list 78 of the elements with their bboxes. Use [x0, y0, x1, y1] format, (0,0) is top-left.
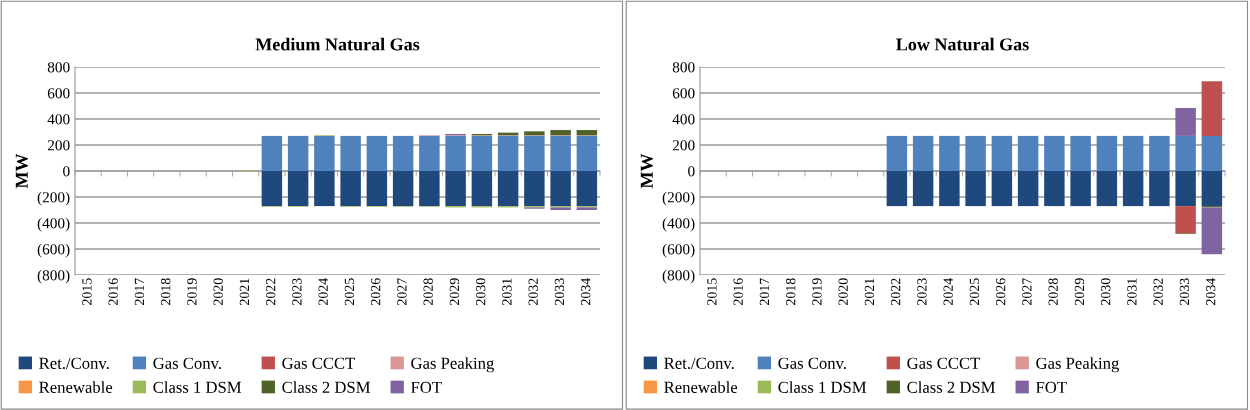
y-tick-label: (800)	[662, 269, 695, 284]
x-tick-label: 2029	[449, 278, 460, 305]
y-tick-label: (800)	[37, 269, 70, 284]
x-tick-label: 2019	[187, 278, 197, 305]
x-tick-label: 2034	[580, 277, 591, 305]
legend-label: Ret./Conv.	[39, 357, 109, 369]
chart-title: Low Natural Gas	[896, 37, 1029, 51]
legend-label: Gas CCCT	[907, 357, 980, 369]
y-tick-label: 600	[47, 88, 70, 99]
x-tick-label: 2021	[239, 278, 250, 305]
x-tick-label: 2015	[707, 278, 717, 305]
x-tick-label: 2026	[370, 278, 381, 305]
y-tick-label: 0	[63, 166, 70, 177]
y-tick-label: 600	[672, 88, 695, 99]
y-tick-label: (600)	[37, 243, 70, 258]
x-tick-label: 2020	[838, 278, 848, 305]
legend-label: FOT	[1036, 381, 1067, 393]
x-tick-label: 2017	[759, 278, 770, 305]
x-tick-label: 2018	[160, 278, 171, 305]
x-tick-label: 2033	[554, 278, 565, 305]
y-tick-label: 400	[47, 114, 70, 125]
legend-label: Ret./Conv.	[664, 357, 734, 369]
y-tick-label: 200	[672, 140, 695, 151]
y-tick-label: (400)	[662, 217, 695, 232]
legend-label: Renewable	[39, 381, 113, 393]
x-tick-label: 2023	[292, 278, 302, 305]
legend-label: Gas Conv.	[153, 357, 221, 369]
x-tick-label: 2028	[423, 278, 433, 305]
y-tick-label: 0	[688, 166, 695, 177]
x-tick-label: 2030	[1100, 278, 1111, 305]
y-tick-label: (600)	[662, 243, 695, 258]
y-tick-label: 200	[47, 140, 70, 151]
x-tick-label: 2019	[812, 278, 822, 305]
y-tick-label: 800	[672, 62, 695, 73]
y-axis-title: MW	[640, 153, 653, 189]
x-tick-label: 2028	[1048, 278, 1058, 305]
legend-label: FOT	[411, 381, 442, 393]
y-tick-label: (200)	[662, 191, 695, 206]
legend-label: Class 2 DSM	[907, 381, 996, 393]
x-tick-label: 2016	[733, 278, 743, 305]
x-tick-label: 2029	[1074, 278, 1085, 305]
x-tick-label: 2024	[318, 277, 328, 305]
legend-label: Class 1 DSM	[778, 381, 867, 393]
x-tick-label: 2022	[890, 278, 901, 305]
x-tick-label: 2027	[1022, 278, 1032, 305]
legend-label: Gas Peaking	[411, 357, 494, 373]
legend-label: Renewable	[664, 381, 738, 393]
legend-label: Class 1 DSM	[153, 381, 242, 393]
x-tick-label: 2017	[134, 278, 145, 305]
x-tick-label: 2031	[502, 278, 512, 305]
x-tick-label: 2025	[969, 278, 980, 305]
y-tick-label: (400)	[37, 217, 70, 232]
x-tick-label: 2027	[397, 278, 407, 305]
x-tick-label: 2022	[265, 278, 276, 305]
y-tick-label: (200)	[37, 191, 70, 206]
x-tick-label: 2030	[475, 278, 486, 305]
x-tick-label: 2025	[344, 278, 355, 305]
legend-label: Class 2 DSM	[282, 381, 371, 393]
legend-label: Gas Conv.	[778, 357, 846, 369]
x-tick-label: 2033	[1179, 278, 1190, 305]
legend-label: Gas CCCT	[282, 357, 355, 369]
x-tick-label: 2015	[82, 278, 92, 305]
y-tick-label: 400	[672, 114, 695, 125]
x-tick-label: 2024	[943, 277, 953, 305]
x-tick-label: 2031	[1127, 278, 1137, 305]
x-tick-label: 2032	[528, 278, 538, 305]
chart-title: Medium Natural Gas	[255, 37, 420, 51]
y-tick-label: 800	[47, 62, 70, 73]
x-tick-label: 2026	[995, 278, 1006, 305]
x-tick-label: 2032	[1153, 278, 1163, 305]
x-tick-label: 2021	[864, 278, 875, 305]
y-axis-title: MW	[15, 153, 28, 189]
x-tick-label: 2016	[108, 278, 118, 305]
x-tick-label: 2034	[1205, 277, 1216, 305]
x-tick-label: 2018	[785, 278, 796, 305]
x-tick-label: 2020	[213, 278, 223, 305]
legend-label: Gas Peaking	[1036, 357, 1119, 373]
x-tick-label: 2023	[917, 278, 927, 305]
